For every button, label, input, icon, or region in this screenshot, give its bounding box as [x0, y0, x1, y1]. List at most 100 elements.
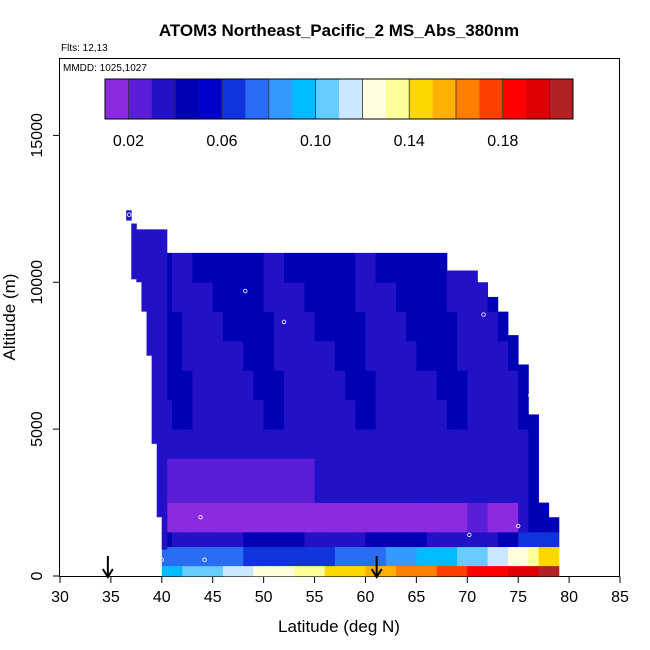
heatmap-cell	[284, 341, 295, 371]
heatmap-cell	[436, 443, 448, 459]
heatmap-cell	[284, 443, 295, 459]
heatmap-cell	[528, 458, 539, 474]
x-tick-label: 55	[306, 589, 324, 606]
heatmap-cell	[253, 252, 265, 283]
heatmap-cell	[222, 282, 234, 313]
heatmap-cell	[172, 502, 183, 518]
heatmap-cell	[202, 517, 214, 533]
heatmap-cell	[192, 565, 203, 577]
heatmap-cell	[518, 556, 529, 567]
heatmap-cell	[253, 429, 265, 445]
heatmap-cell	[477, 502, 489, 518]
heatmap-cell	[304, 370, 315, 401]
heatmap-cell	[518, 429, 529, 445]
heatmap-cell	[182, 473, 193, 489]
colorbar-tick-label: 0.10	[300, 133, 331, 150]
heatmap-cell	[355, 546, 366, 558]
heatmap-cell	[192, 502, 203, 518]
heatmap-cell	[263, 252, 275, 283]
heatmap-cell	[192, 531, 203, 548]
heatmap-cell	[467, 399, 478, 430]
heatmap-cell	[446, 429, 458, 445]
heatmap-cell	[457, 517, 468, 533]
heatmap-cell	[396, 443, 407, 459]
measurement-point	[515, 523, 521, 529]
colorbar-swatch	[549, 79, 574, 119]
heatmap-cell	[192, 282, 203, 313]
heatmap-cell	[365, 517, 377, 533]
heatmap-cell	[518, 473, 529, 489]
heatmap-cell	[233, 252, 244, 283]
heatmap-cell	[284, 502, 295, 518]
heatmap-cell	[182, 502, 193, 518]
heatmap-cell	[192, 487, 203, 503]
colorbar-swatch	[526, 79, 550, 119]
heatmap-cell	[508, 458, 519, 474]
heatmap-cell	[212, 443, 224, 459]
heatmap-cell	[365, 252, 377, 283]
heatmap-cell	[528, 556, 539, 567]
heatmap-cell	[294, 517, 305, 533]
heatmap-cell	[263, 429, 275, 445]
heatmap-cell	[416, 546, 427, 558]
heatmap-cell	[253, 458, 265, 474]
heatmap-cell	[243, 252, 254, 283]
heatmap-cell	[518, 399, 529, 430]
heatmap-cell	[518, 502, 529, 518]
heatmap-cell	[518, 364, 529, 371]
heatmap-cell	[202, 311, 214, 342]
heatmap-cell	[334, 429, 346, 445]
heatmap-cell	[548, 517, 560, 533]
heatmap-cell	[396, 429, 407, 445]
heatmap-cell	[426, 429, 438, 445]
heatmap-cell	[375, 473, 387, 489]
heatmap-cell	[518, 370, 529, 401]
heatmap-cell	[253, 556, 265, 567]
heatmap-cell	[548, 565, 560, 577]
heatmap-cell	[355, 311, 366, 342]
heatmap-cell	[222, 556, 234, 567]
heatmap-cell	[314, 341, 326, 371]
heatmap-cell	[406, 252, 417, 283]
profile-column	[126, 210, 132, 221]
heatmap-cell	[518, 546, 529, 558]
heatmap-cell	[365, 531, 377, 548]
y-tick-label: 15000	[29, 113, 46, 158]
heatmap-cell	[273, 517, 285, 533]
heatmap-cell	[304, 502, 315, 518]
heatmap-cell	[477, 341, 489, 371]
heatmap-cell	[172, 458, 183, 474]
dates-label: MMDD: 1025,1027	[63, 63, 147, 74]
heatmap-cell	[477, 556, 489, 567]
heatmap-cell	[508, 473, 519, 489]
heatmap-cell	[324, 399, 336, 430]
heatmap-cell	[365, 429, 377, 445]
heatmap-cell	[202, 429, 214, 445]
heatmap-cell	[222, 473, 234, 489]
heatmap-cell	[263, 341, 275, 371]
heatmap-cell	[233, 531, 244, 548]
heatmap-cell	[426, 252, 438, 283]
profile-column	[161, 229, 168, 550]
heatmap-layer	[126, 210, 560, 577]
heatmap-cell	[324, 473, 336, 489]
heatmap-cell	[284, 556, 295, 567]
heatmap-cell	[457, 429, 468, 445]
heatmap-cell	[263, 311, 275, 342]
heatmap-cell	[182, 556, 193, 567]
heatmap-cell	[334, 370, 346, 401]
heatmap-cell	[314, 429, 326, 445]
heatmap-cell	[385, 458, 397, 474]
heatmap-cell	[426, 531, 438, 548]
colorbar-swatch	[362, 79, 387, 119]
heatmap-cell	[446, 282, 458, 313]
heatmap-cell	[233, 370, 244, 401]
heatmap-cell	[334, 458, 346, 474]
heatmap-cell	[294, 370, 305, 401]
heatmap-cell	[528, 546, 539, 558]
heatmap-cell	[457, 270, 468, 283]
heatmap-cell	[243, 531, 254, 548]
heatmap-cell	[182, 487, 193, 503]
colorbar-swatch	[479, 79, 504, 119]
